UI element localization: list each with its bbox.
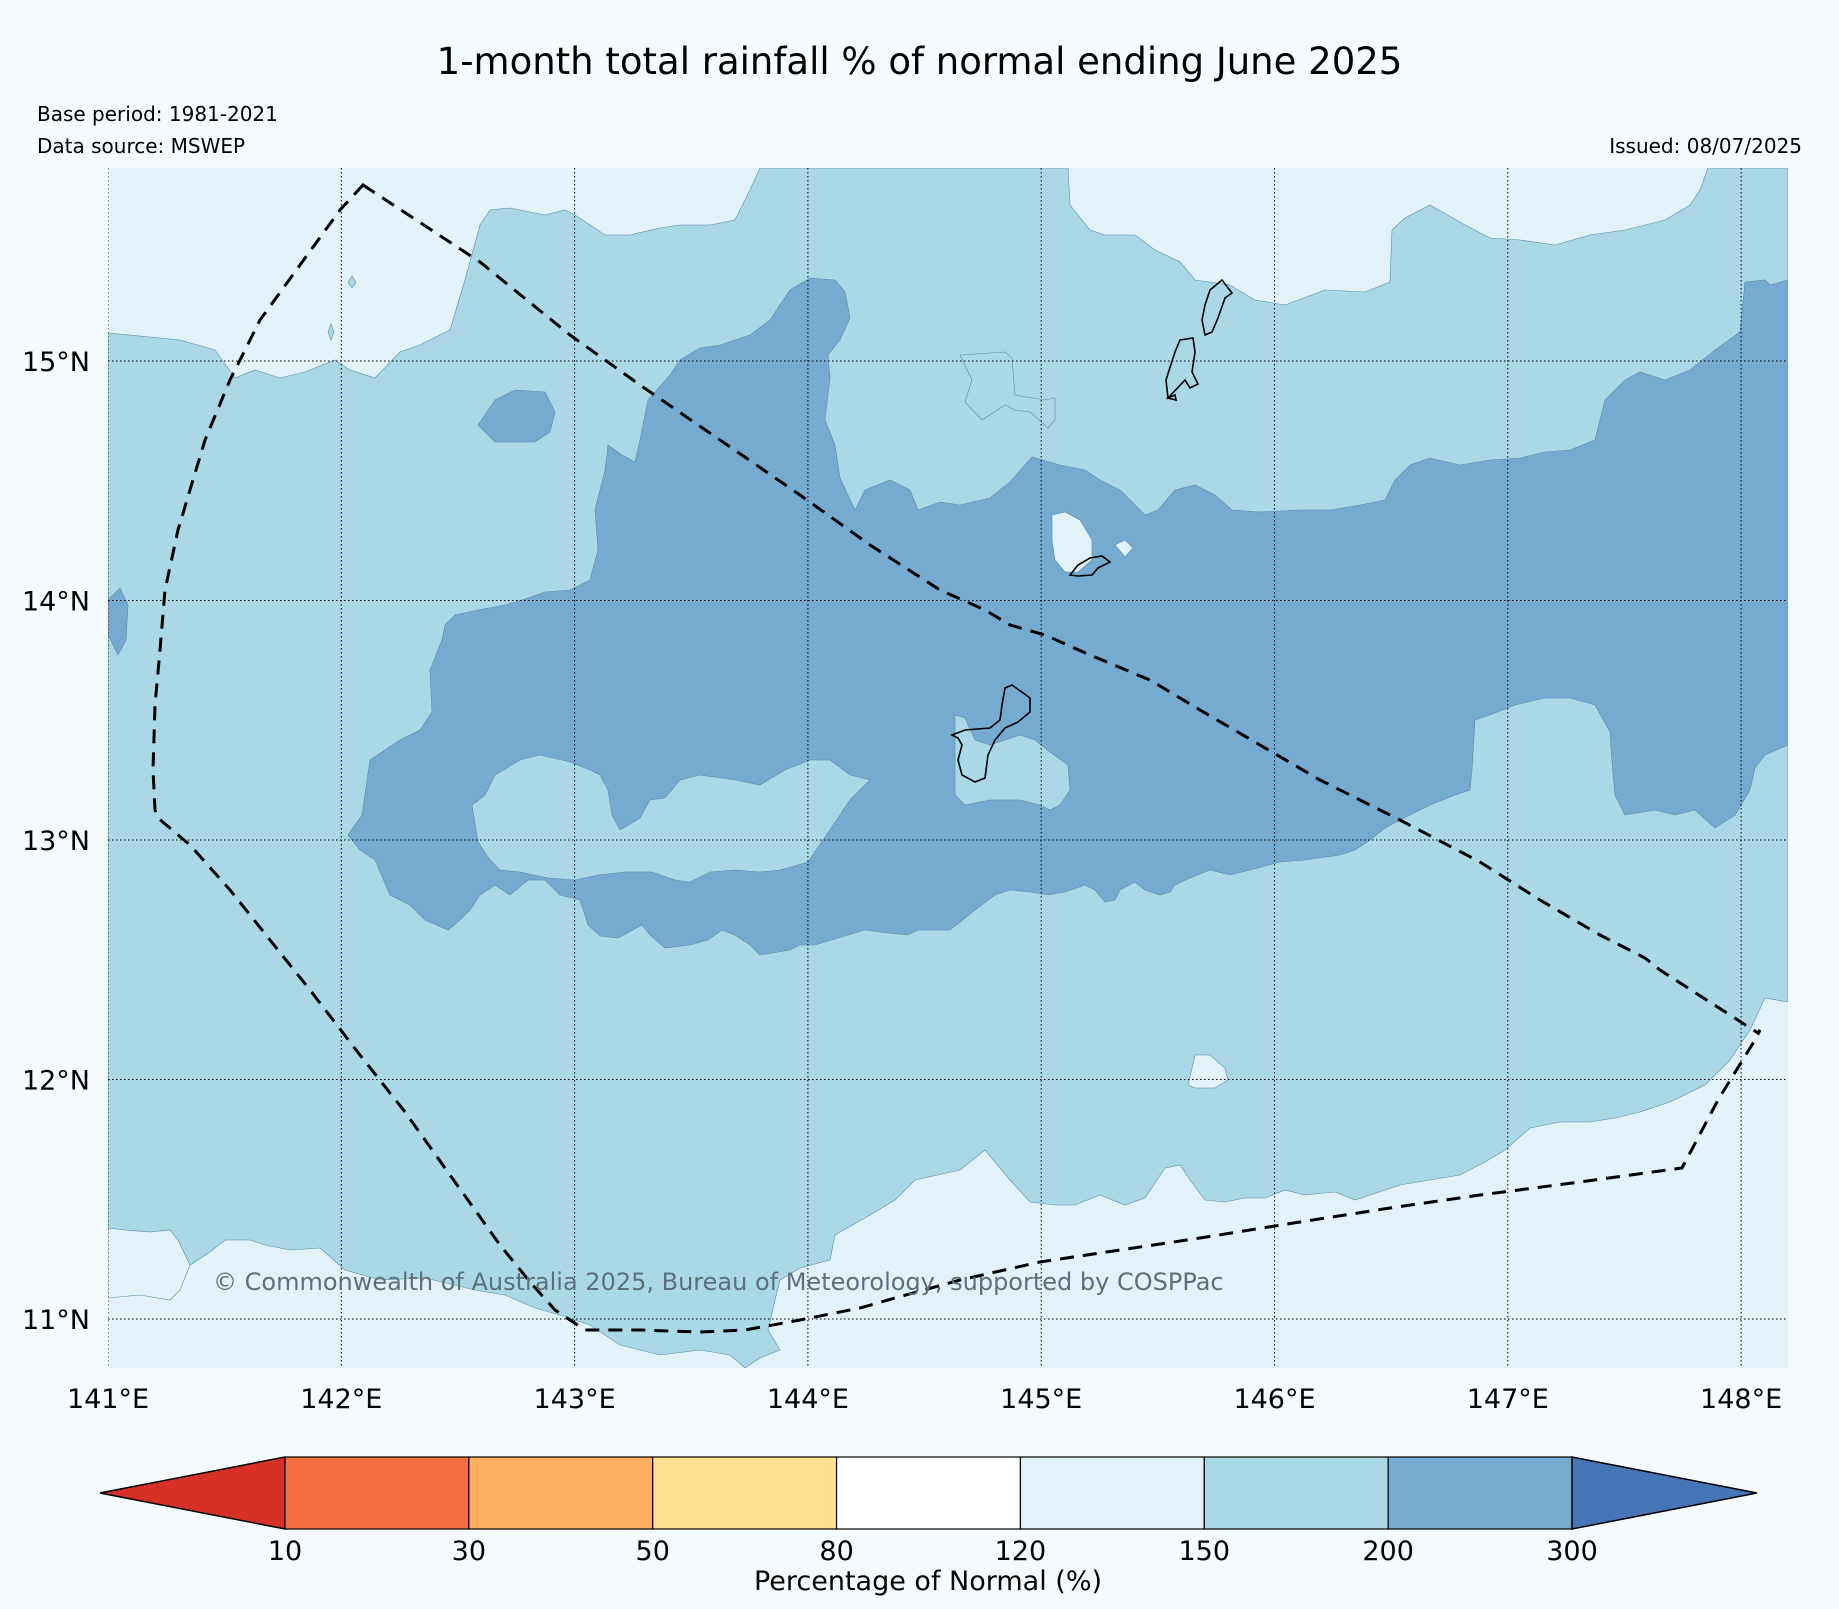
region-120-150-north-hole	[1051, 511, 1093, 573]
colorbar-box	[1387, 1456, 1573, 1530]
colorbar-tick-labels: 10 30 50 80 120 150 200 300	[268, 1536, 1598, 1567]
longitude-labels: 141°E 142°E 143°E 144°E 145°E 146°E 147°E 148°E	[67, 1384, 1782, 1415]
eez-boundary-dashed	[151, 183, 1762, 1334]
guam-island	[950, 684, 1031, 783]
lat-tick-label: 14°N	[22, 587, 90, 618]
region-120-150-south-small-hole	[1187, 1054, 1229, 1089]
colorbar-box	[284, 1456, 470, 1530]
region-120-150-sw-hole	[108, 1227, 191, 1301]
region-150-200-guam-hole	[954, 714, 1071, 811]
map-gridlines	[108, 168, 1788, 1368]
lon-tick-label: 144°E	[767, 1384, 849, 1415]
region-150-200-south-hole	[471, 754, 871, 883]
colorbar-box	[1019, 1456, 1205, 1530]
region-200-300-west-edge	[108, 587, 129, 656]
lat-tick-label: 11°N	[22, 1305, 90, 1336]
colorbar-tick-label: 10	[268, 1536, 302, 1567]
lon-tick-label: 143°E	[534, 1384, 616, 1415]
colorbar-tick-label: 80	[819, 1536, 853, 1567]
colorbar-box	[652, 1456, 838, 1530]
lon-tick-label: 145°E	[1000, 1384, 1082, 1415]
data-source-label: Data source: MSWEP	[37, 134, 246, 158]
lon-tick-label: 142°E	[300, 1384, 382, 1415]
colorbar-tick-label: 50	[636, 1536, 670, 1567]
saipan-island	[1201, 278, 1234, 337]
issued-date-label: Issued: 08/07/2025	[1609, 134, 1802, 158]
lon-tick-label: 146°E	[1233, 1384, 1315, 1415]
colorbar-tick-label: 30	[452, 1536, 486, 1567]
colorbar-tick-label: 200	[1362, 1536, 1414, 1567]
colorbar-tick-label: 150	[1179, 1536, 1231, 1567]
region-150-200-speck-1	[347, 275, 357, 289]
aguijan-island	[1165, 393, 1178, 402]
base-period-label: Base period: 1981-2021	[37, 102, 278, 126]
lat-tick-label: 12°N	[22, 1066, 90, 1097]
lon-tick-label: 147°E	[1467, 1384, 1549, 1415]
lat-tick-label: 13°N	[22, 826, 90, 857]
lon-tick-label: 141°E	[67, 1384, 149, 1415]
colorbar-tick-label: 120	[995, 1536, 1047, 1567]
region-150-200-east-hole	[959, 351, 1056, 429]
region-150-200-speck-2	[327, 323, 335, 341]
lat-tick-label: 15°N	[22, 347, 90, 378]
rota-island	[1068, 555, 1112, 577]
colorbar-boxes	[284, 1456, 1573, 1530]
colorbar-tick-label: 300	[1546, 1536, 1598, 1567]
colorbar-over-triangle	[1571, 1456, 1758, 1530]
lon-tick-label: 148°E	[1700, 1384, 1782, 1415]
map-plot-area: © Commonwealth of Australia 2025, Bureau…	[108, 168, 1788, 1368]
region-120-150-small-hole	[1114, 539, 1134, 558]
colorbar-label: Percentage of Normal (%)	[754, 1566, 1102, 1597]
latitude-labels: 15°N 14°N 13°N 12°N 11°N	[22, 347, 90, 1336]
colorbar-box	[468, 1456, 654, 1530]
colorbar-box	[835, 1456, 1022, 1530]
colorbar-box	[1203, 1456, 1389, 1530]
colorbar-under-triangle	[99, 1456, 286, 1530]
colorbar: 10 30 50 80 120 150 200 300 Percentage of Norma…	[99, 1456, 1758, 1597]
map-title: 1-month total rainfall % of normal endin…	[436, 40, 1403, 83]
region-200-300-nw-blob	[477, 389, 556, 443]
copyright-text: © Commonwealth of Australia 2025, Bureau…	[213, 1268, 1224, 1296]
